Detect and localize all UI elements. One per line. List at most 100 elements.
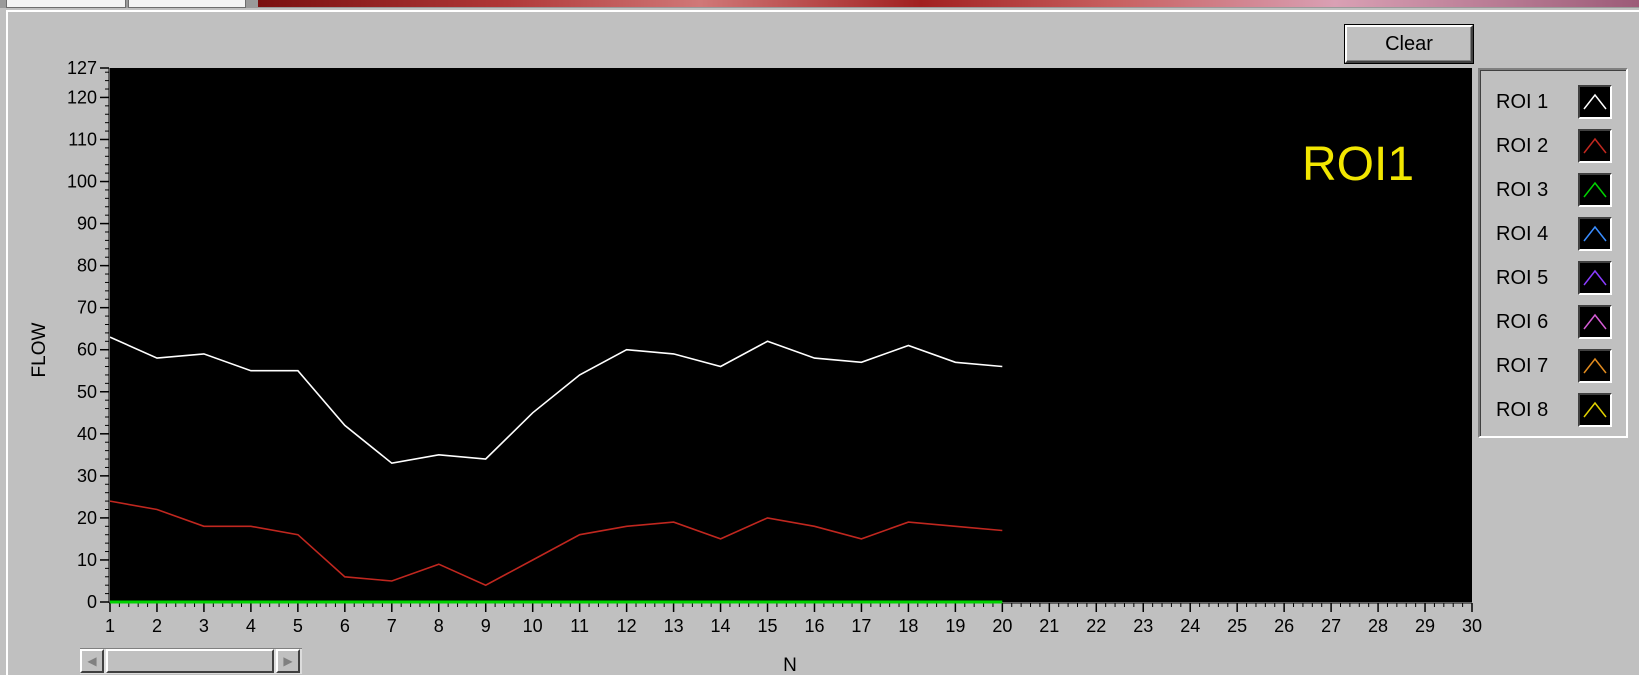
- roi-annotation: ROI1: [1302, 138, 1414, 191]
- x-tick-label: 27: [1321, 616, 1341, 636]
- x-tick-label: 25: [1227, 616, 1247, 636]
- x-tick-label: 10: [523, 616, 543, 636]
- x-tick-label: 6: [340, 616, 350, 636]
- x-tick-label: 15: [758, 616, 778, 636]
- line-swatch-icon: [1578, 129, 1612, 163]
- legend-label: ROI 2: [1496, 134, 1549, 157]
- scroll-left-icon[interactable]: ◀: [80, 649, 104, 673]
- y-tick-label: 50: [77, 382, 97, 402]
- y-tick-label: 80: [77, 256, 97, 276]
- horizontal-scrollbar[interactable]: ◀ ▶: [80, 648, 302, 674]
- line-glyph-icon: [1583, 401, 1607, 418]
- y-tick-label: 70: [77, 298, 97, 318]
- x-tick-label: 19: [945, 616, 965, 636]
- y-tick-label: 100: [67, 172, 97, 192]
- x-tick-label: 3: [199, 616, 209, 636]
- y-tick-label: 110: [68, 129, 97, 149]
- line-glyph-path: [1583, 225, 1607, 242]
- line-swatch-icon: [1578, 217, 1612, 251]
- x-tick-label: 16: [804, 616, 824, 636]
- scroll-right-icon[interactable]: ▶: [276, 649, 300, 673]
- x-tick-label: 4: [246, 616, 256, 636]
- y-tick-label: 40: [77, 424, 97, 444]
- line-glyph-icon: [1583, 269, 1607, 286]
- top-field-1[interactable]: [6, 0, 126, 8]
- x-tick-label: 8: [434, 616, 444, 636]
- line-swatch-icon: [1578, 305, 1612, 339]
- clear-button-label: Clear: [1385, 32, 1433, 55]
- legend-label: ROI 7: [1496, 354, 1549, 377]
- line-glyph-path: [1583, 93, 1607, 110]
- x-tick-label: 18: [898, 616, 918, 636]
- legend-label: ROI 1: [1496, 90, 1549, 113]
- series-line-roi-2: [109, 500, 1003, 587]
- y-tick-label: 30: [77, 466, 97, 486]
- y-tick-label: 90: [77, 214, 97, 234]
- line-glyph-icon: [1583, 137, 1607, 154]
- x-tick-label: 21: [1039, 616, 1059, 636]
- y-tick-label: 120: [67, 87, 97, 107]
- line-swatch-icon: [1578, 173, 1612, 207]
- x-tick-label: 26: [1274, 616, 1294, 636]
- y-tick-label: 10: [77, 550, 97, 570]
- y-tick-label: 60: [77, 340, 97, 360]
- x-axis-label: N: [783, 655, 797, 673]
- x-tick-label: 24: [1180, 616, 1200, 636]
- legend-item-roi-4[interactable]: ROI 4: [1496, 216, 1624, 252]
- series-line-roi-1: [109, 336, 1003, 465]
- y-tick-label: 127: [67, 58, 97, 78]
- scroll-thumb[interactable]: [106, 649, 274, 673]
- y-tick-label: 20: [77, 508, 97, 528]
- x-tick-label: 5: [293, 616, 303, 636]
- y-tick-label: 0: [87, 592, 97, 612]
- x-tick-label: 9: [481, 616, 491, 636]
- x-tick-label: 29: [1415, 616, 1435, 636]
- legend-item-roi-7[interactable]: ROI 7: [1496, 348, 1624, 384]
- line-glyph-path: [1583, 313, 1607, 330]
- top-field-2[interactable]: [128, 0, 246, 8]
- legend-item-roi-3[interactable]: ROI 3: [1496, 172, 1624, 208]
- plot-area[interactable]: [110, 68, 1472, 602]
- x-tick-label: 22: [1086, 616, 1106, 636]
- x-tick-label: 17: [851, 616, 871, 636]
- x-tick-label: 14: [711, 616, 731, 636]
- line-glyph-icon: [1583, 225, 1607, 242]
- legend-item-roi-1[interactable]: ROI 1: [1496, 84, 1624, 120]
- x-tick-label: 7: [387, 616, 397, 636]
- line-swatch-icon: [1578, 85, 1612, 119]
- line-glyph-path: [1583, 357, 1607, 374]
- x-tick-label: 20: [992, 616, 1012, 636]
- legend-label: ROI 6: [1496, 310, 1549, 333]
- x-tick-label: 23: [1133, 616, 1153, 636]
- legend-item-roi-6[interactable]: ROI 6: [1496, 304, 1624, 340]
- image-preview-strip: [258, 0, 1639, 7]
- series-lines: [109, 336, 1003, 604]
- legend-label: ROI 8: [1496, 398, 1549, 421]
- x-tick-label: 1: [105, 616, 115, 636]
- x-tick-label: 2: [152, 616, 162, 636]
- line-glyph-icon: [1583, 181, 1607, 198]
- x-tick-label: 11: [570, 616, 589, 636]
- legend-label: ROI 5: [1496, 266, 1549, 289]
- x-tick-label: 13: [664, 616, 684, 636]
- line-glyph-path: [1583, 269, 1607, 286]
- line-glyph-path: [1583, 401, 1607, 418]
- clear-button[interactable]: Clear: [1345, 25, 1473, 63]
- line-swatch-icon: [1578, 393, 1612, 427]
- legend-label: ROI 4: [1496, 222, 1549, 245]
- line-glyph-icon: [1583, 357, 1607, 374]
- legend-item-roi-5[interactable]: ROI 5: [1496, 260, 1624, 296]
- line-swatch-icon: [1578, 261, 1612, 295]
- x-tick-label: 28: [1368, 616, 1388, 636]
- x-tick-label: 12: [617, 616, 637, 636]
- legend-label: ROI 3: [1496, 178, 1549, 201]
- legend-item-roi-2[interactable]: ROI 2: [1496, 128, 1624, 164]
- line-swatch-icon: [1578, 349, 1612, 383]
- legend-item-roi-8[interactable]: ROI 8: [1496, 392, 1624, 428]
- line-glyph-icon: [1583, 93, 1607, 110]
- line-glyph-icon: [1583, 313, 1607, 330]
- plot-legend: ROI 1 ROI 2 ROI 3 ROI 4 ROI 5 ROI 6 ROI …: [1478, 68, 1628, 438]
- line-glyph-path: [1583, 181, 1607, 198]
- y-axis-label: FLOW: [29, 322, 50, 377]
